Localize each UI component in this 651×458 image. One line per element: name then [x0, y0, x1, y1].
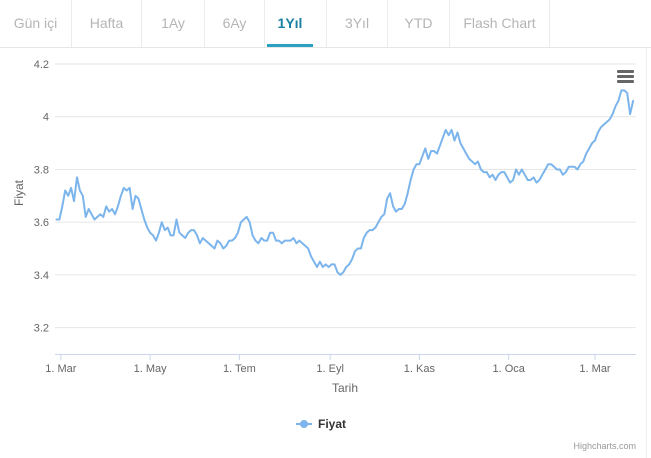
tab-gun-ici[interactable]: Gün içi	[0, 0, 72, 47]
tab-1ay[interactable]: 1Ay	[142, 0, 205, 47]
x-tick-label: 1. Mar	[579, 363, 611, 375]
tab-3yil[interactable]: 3Yıl	[326, 0, 388, 47]
x-tick-label: 1. May	[134, 363, 168, 375]
legend-marker	[300, 420, 308, 428]
legend-label: Fiyat	[318, 417, 346, 431]
x-tick-label: 1. Eyl	[316, 363, 344, 375]
x-tick-label: 1. Mar	[45, 363, 77, 375]
tab-1yil[interactable]: 1Yıl	[265, 0, 315, 47]
tab-ytd[interactable]: YTD	[388, 0, 450, 47]
series-line-0	[55, 89, 635, 276]
x-tick-label: 1. Tem	[223, 363, 256, 375]
tab-flash-chart[interactable]: Flash Chart	[450, 0, 550, 47]
y-tick-label: 3.6	[34, 217, 49, 229]
x-axis-ticks: 1. Mar 1. May 1. Tem 1. Eyl 1. Kas 1. Oca 1. M…	[45, 354, 636, 375]
y-tick-label: 4.2	[34, 59, 49, 71]
panel-border	[646, 48, 647, 458]
credits-link[interactable]: Highcharts.com	[573, 441, 636, 451]
grid-lines	[55, 63, 636, 329]
y-axis-ticks: 3.2 3.4 3.6 3.8 4 4.2	[34, 59, 49, 335]
y-tick-label: 3.8	[34, 164, 49, 176]
range-tabs: Gün içi Hafta 1Ay 6Ay 1Yıl 3Yıl YTD Flas…	[0, 0, 651, 48]
x-tick-label: 1. Oca	[492, 363, 525, 375]
y-tick-label: 3.4	[34, 270, 49, 282]
y-tick-label: 3.2	[34, 323, 49, 335]
menu-icon[interactable]	[616, 68, 636, 86]
series-group	[55, 89, 635, 276]
legend[interactable]: Fiyat	[296, 417, 346, 431]
x-tick-label: 1. Kas	[404, 363, 436, 375]
x-axis-title: Tarih	[332, 381, 358, 395]
y-tick-label: 4	[43, 112, 49, 124]
tab-6ay[interactable]: 6Ay	[205, 0, 265, 47]
tab-hafta[interactable]: Hafta	[72, 0, 142, 47]
y-axis-title: Fiyat	[12, 179, 26, 206]
